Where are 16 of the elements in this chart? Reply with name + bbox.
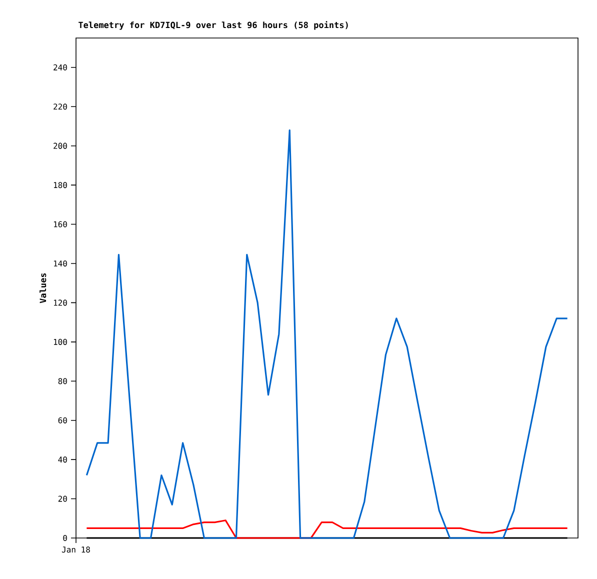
y-tick-label: 80 [58, 378, 67, 384]
y-tick-label: 160 [54, 221, 67, 228]
y-tick-label: 0 [63, 534, 67, 542]
y-tick-label: 180 [54, 182, 67, 188]
y-tick-label: 20 [58, 496, 67, 502]
y-axis-title: Values [40, 273, 46, 304]
x-tick-label: Jan 18 [62, 546, 90, 553]
y-tick-label: 100 [54, 338, 67, 345]
y-tick-label: 200 [54, 142, 67, 149]
y-tick-label: 220 [54, 104, 67, 110]
y-tick-label: 60 [58, 417, 67, 424]
chart-title: Telemetry for KD7IQL-9 over last 96 hours (58 points) [78, 21, 348, 30]
y-tick-label: 140 [54, 260, 67, 267]
y-tick-label: 40 [58, 456, 67, 463]
y-tick-label: 120 [54, 300, 67, 306]
y-tick-label: 240 [54, 64, 67, 70]
